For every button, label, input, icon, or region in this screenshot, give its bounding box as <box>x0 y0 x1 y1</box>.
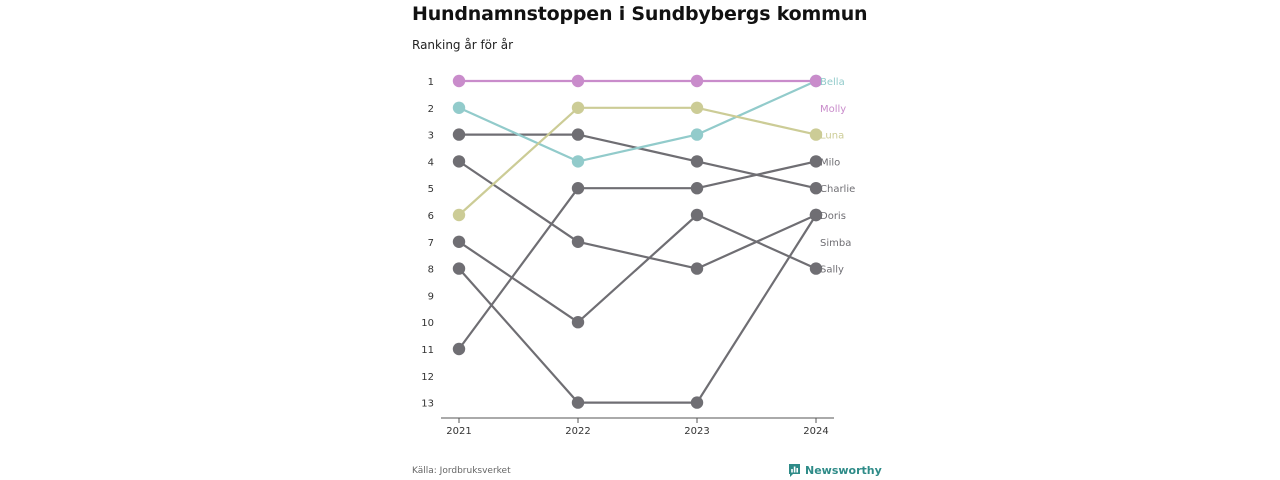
data-point-charlie <box>452 128 466 141</box>
data-point-molly <box>452 74 466 88</box>
data-point-sally <box>571 316 585 329</box>
data-point-charlie <box>690 155 704 168</box>
data-point-simba <box>571 235 585 248</box>
y-tick-label: 3 <box>428 131 434 142</box>
data-point-luna <box>690 101 704 115</box>
series-label-simba: Simba <box>820 238 851 249</box>
series-label-charlie: Charlie <box>820 184 855 195</box>
y-tick-label: 6 <box>428 211 434 222</box>
series-label-bella: Bella <box>820 77 845 88</box>
source-note: Källa: Jordbruksverket <box>412 466 511 476</box>
y-tick-label: 5 <box>428 184 434 195</box>
data-point-simba <box>452 155 466 168</box>
y-tick-label: 8 <box>428 265 434 276</box>
data-point-sally <box>452 235 466 248</box>
series-label-milo: Milo <box>820 157 840 168</box>
data-point-molly <box>571 74 585 88</box>
data-point-sally <box>809 262 823 275</box>
data-point-charlie <box>571 128 585 141</box>
data-point-charlie <box>809 182 823 195</box>
data-point-milo <box>571 182 585 195</box>
data-point-sally <box>690 208 704 222</box>
series-lines <box>458 79 817 404</box>
y-tick-label: 11 <box>421 345 434 356</box>
data-point-milo <box>452 342 466 356</box>
data-point-bella <box>452 101 466 115</box>
series-line-charlie <box>459 133 817 190</box>
brand-logo: Newsworthy <box>788 463 882 478</box>
x-tick-label: 2021 <box>446 426 471 437</box>
data-point-simba <box>809 208 823 222</box>
x-tick-label: 2022 <box>565 426 590 437</box>
series-label-molly: Molly <box>820 104 846 115</box>
series-labels: Bella Molly Luna Milo Charlie Doris Simba Sally <box>820 77 855 276</box>
series-line-bella <box>458 79 817 163</box>
data-point-bella <box>571 155 585 168</box>
series-label-sally: Sally <box>820 265 844 276</box>
y-tick-label: 13 <box>421 399 434 410</box>
x-tick-label: 2024 <box>803 426 828 437</box>
brand-name: Newsworthy <box>805 464 882 477</box>
y-tick-label: 2 <box>428 104 434 115</box>
data-point-luna <box>452 208 466 222</box>
data-point-doris <box>690 396 704 409</box>
series-points <box>452 74 823 409</box>
y-tick-label: 12 <box>421 372 434 383</box>
y-tick-label: 10 <box>421 318 434 329</box>
y-tick-label: 9 <box>428 291 434 302</box>
data-point-simba <box>690 262 704 275</box>
series-line-sally <box>458 213 817 324</box>
chart-subtitle: Ranking år för år <box>412 38 514 52</box>
data-point-milo <box>809 155 823 168</box>
data-point-luna <box>571 101 585 115</box>
data-point-milo <box>690 182 704 195</box>
data-point-doris <box>571 396 585 409</box>
series-label-doris: Doris <box>820 211 846 222</box>
data-point-molly <box>690 74 704 88</box>
x-tick-label: 2023 <box>684 426 709 437</box>
y-tick-label: 4 <box>428 157 434 168</box>
data-point-luna <box>809 128 823 141</box>
bar-chart-icon <box>789 464 800 477</box>
chart-title: Hundnamnstoppen i Sundbybergs kommun <box>412 3 868 25</box>
series-line-doris <box>458 214 817 404</box>
y-tick-label: 7 <box>428 238 434 249</box>
series-line-luna <box>458 106 817 216</box>
series-line-simba <box>458 160 817 270</box>
y-tick-label: 1 <box>428 77 434 88</box>
series-label-luna: Luna <box>820 131 844 142</box>
data-point-bella <box>690 128 704 141</box>
data-point-doris <box>452 262 466 275</box>
data-point-molly <box>809 74 823 88</box>
